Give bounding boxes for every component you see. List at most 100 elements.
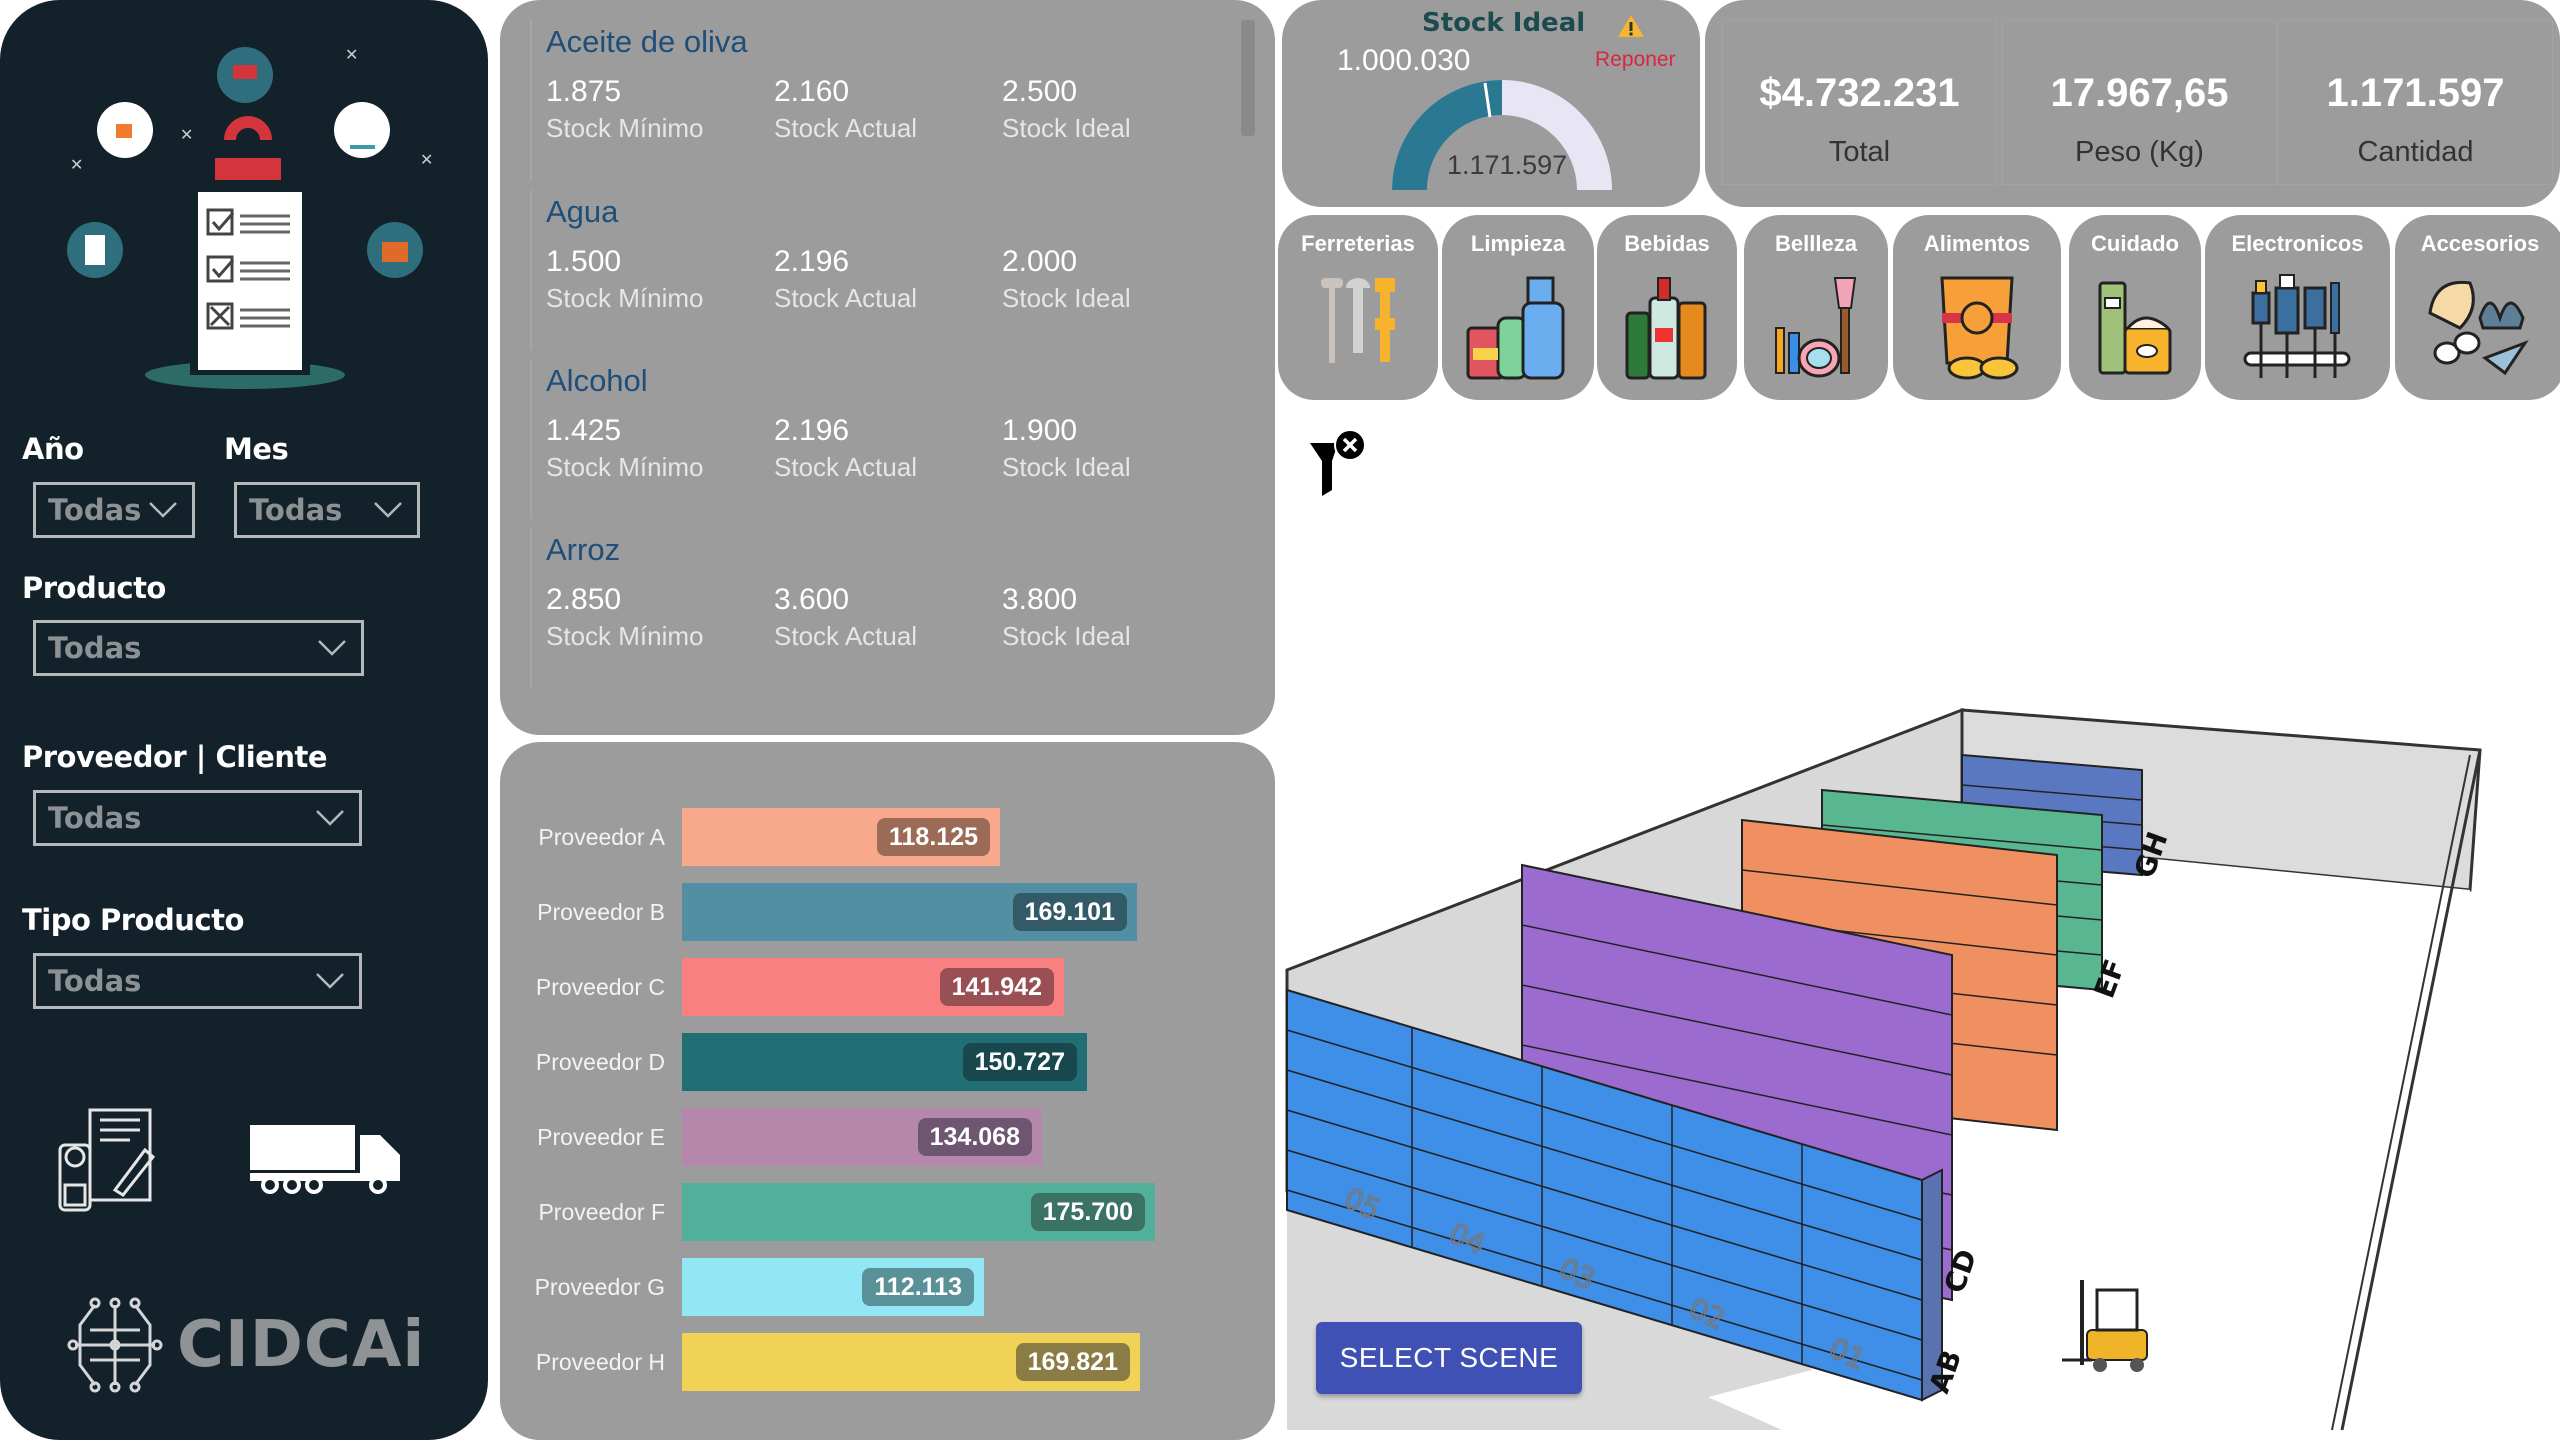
electronics-cables-icon — [2243, 274, 2350, 378]
bar-label: Proveedor H — [535, 1349, 665, 1375]
kpi-label: Total — [1828, 136, 1891, 168]
stock-minimum-value: 2.850 — [546, 583, 622, 616]
food-snacks-icon — [1940, 276, 2019, 380]
stock-list-panel: Aceite de oliva 1.875 Stock Mínimo 2.160 S… — [500, 0, 1275, 735]
clear-filter-icon[interactable] — [1308, 428, 1370, 498]
category-ferreterias[interactable]: Ferreterias — [1278, 215, 1438, 400]
year-dropdown-value: Todas — [48, 493, 142, 527]
truck-icon[interactable] — [250, 1125, 405, 1200]
bar-row[interactable]: Proveedor A 118.125 — [500, 808, 1275, 866]
reponer-alert: Reponer — [1595, 48, 1676, 71]
gauge-current-value: 1.171.597 — [1447, 150, 1568, 180]
product-dropdown-value: Todas — [48, 631, 142, 665]
stock-item[interactable]: Agua 1.500 Stock Mínimo 2.196 Stock Actual… — [530, 190, 1230, 350]
kpi-total: $4.732.231 Total — [1722, 20, 1997, 185]
stock-current-value: 2.196 — [774, 245, 850, 278]
bar-label: Proveedor D — [535, 1049, 665, 1075]
bar-label: Proveedor B — [537, 899, 665, 925]
category-belleza[interactable]: Bellleza — [1744, 215, 1888, 400]
category-alimentos[interactable]: Alimentos — [1893, 215, 2061, 400]
scrollbar[interactable] — [1241, 20, 1255, 136]
select-scene-button[interactable]: SELECT SCENE — [1316, 1322, 1582, 1394]
bar-label: Proveedor E — [537, 1124, 665, 1150]
beverages-icon — [1625, 277, 1707, 380]
stock-ideal-gauge: Stock Ideal 1.000.030 Reponer 1.171.597 — [1282, 0, 1700, 207]
bar[interactable]: 150.727 — [682, 1033, 1087, 1091]
bar[interactable]: 141.942 — [682, 958, 1064, 1016]
bar-row[interactable]: Proveedor F 175.700 — [500, 1183, 1275, 1241]
invoice-calculator-icon[interactable] — [55, 1105, 165, 1215]
category-label: Limpieza — [1470, 231, 1566, 256]
kpi-label: Peso (Kg) — [2075, 136, 2204, 168]
product-name: Agua — [546, 194, 619, 229]
stock-current-value: 2.196 — [774, 414, 850, 447]
category-label: Cuidado — [2091, 231, 2179, 256]
supplier-bar-chart: Proveedor A 118.125 Proveedor B 169.101 … — [500, 742, 1275, 1440]
stock-ideal-label: Stock Ideal — [1002, 621, 1131, 651]
bar-row[interactable]: Proveedor B 169.101 — [500, 883, 1275, 941]
bar-row[interactable]: Proveedor G 112.113 — [500, 1258, 1275, 1316]
bar-value: 112.113 — [862, 1268, 974, 1306]
month-filter-label: Mes — [224, 432, 289, 466]
bar-row[interactable]: Proveedor C 141.942 — [500, 958, 1275, 1016]
stock-current-label: Stock Actual — [774, 283, 918, 313]
year-dropdown[interactable]: Todas — [33, 482, 195, 538]
svg-text:✕: ✕ — [70, 155, 83, 174]
bar-row[interactable]: Proveedor E 134.068 — [500, 1108, 1275, 1166]
product-type-dropdown-value: Todas — [48, 964, 142, 998]
warehouse-3d-scene[interactable]: AB CD EF GH 05 04 03 02 01 — [1282, 410, 2560, 1440]
stock-item[interactable]: Alcohol 1.425 Stock Mínimo 2.196 Stock Act… — [530, 359, 1230, 519]
bar[interactable]: 169.821 — [682, 1333, 1140, 1391]
bar-row[interactable]: Proveedor D 150.727 — [500, 1033, 1275, 1091]
category-limpieza[interactable]: Limpieza — [1442, 215, 1594, 400]
chevron-down-icon — [318, 640, 346, 656]
product-name: Aceite de oliva — [546, 24, 748, 59]
bar-value: 134.068 — [917, 1118, 1032, 1156]
kpi-value: $4.732.231 — [1759, 71, 1960, 115]
stock-minimum-label: Stock Mínimo — [546, 113, 704, 143]
accessories-icon — [2428, 280, 2529, 376]
category-label: Bebidas — [1624, 231, 1710, 256]
svg-text:✕: ✕ — [420, 150, 433, 169]
kpi-card: $4.732.231 Total 17.967,65 Peso (Kg) 1.1… — [1705, 0, 2560, 207]
category-label: Bellleza — [1775, 231, 1857, 256]
bar[interactable]: 134.068 — [682, 1108, 1042, 1166]
category-bebidas[interactable]: Bebidas — [1597, 215, 1737, 400]
bar-value: 175.700 — [1030, 1193, 1145, 1231]
stock-minimum-label: Stock Mínimo — [546, 452, 704, 482]
category-cuidado[interactable]: Cuidado — [2069, 215, 2201, 400]
navigation-icons — [55, 1105, 415, 1225]
stock-ideal-value: 3.800 — [1002, 583, 1078, 616]
supplier-client-dropdown[interactable]: Todas — [33, 790, 362, 846]
stock-ideal-value: 2.500 — [1002, 75, 1078, 108]
month-dropdown[interactable]: Todas — [234, 482, 420, 538]
warehouse-3d-render[interactable]: AB CD EF GH 05 04 03 02 01 — [1282, 410, 2560, 1440]
stock-minimum-value: 1.425 — [546, 414, 622, 447]
product-type-dropdown[interactable]: Todas — [33, 953, 362, 1009]
stock-ideal-value: 2.000 — [1002, 245, 1078, 278]
stock-item[interactable]: Aceite de oliva 1.875 Stock Mínimo 2.160 S… — [530, 20, 1230, 180]
bar[interactable]: 175.700 — [682, 1183, 1155, 1241]
stock-current-value: 3.600 — [774, 583, 850, 616]
bar[interactable]: 169.101 — [682, 883, 1137, 941]
forklift-icon — [2062, 1280, 2148, 1372]
product-filter-label: Producto — [22, 571, 166, 605]
stock-ideal-label: Stock Ideal — [1002, 452, 1131, 482]
category-label: Alimentos — [1923, 231, 2031, 256]
bar-value: 141.942 — [939, 968, 1054, 1006]
beauty-cosmetics-icon — [1775, 277, 1857, 378]
stock-item[interactable]: Arroz 2.850 Stock Mínimo 3.600 Stock Actua… — [530, 528, 1230, 688]
bar[interactable]: 118.125 — [682, 808, 1000, 866]
kpi-quantity: 1.171.597 Cantidad — [2278, 20, 2553, 185]
bar[interactable]: 112.113 — [682, 1258, 984, 1316]
category-electronicos[interactable]: Electronicos — [2205, 215, 2390, 400]
category-accesorios[interactable]: Accesorios — [2395, 215, 2560, 400]
chevron-down-icon — [316, 810, 344, 826]
chevron-down-icon — [374, 502, 402, 518]
product-dropdown[interactable]: Todas — [33, 620, 364, 676]
bar-row[interactable]: Proveedor H 169.821 — [500, 1333, 1275, 1391]
bar-label: Proveedor F — [538, 1199, 665, 1225]
category-label: Accesorios — [2420, 231, 2540, 256]
sidebar: ✕ ✕ ✕ ✕ Año Todas Mes Todas Producto Todas … — [0, 0, 488, 1440]
logo-text: CIDCAi — [177, 1308, 426, 1382]
